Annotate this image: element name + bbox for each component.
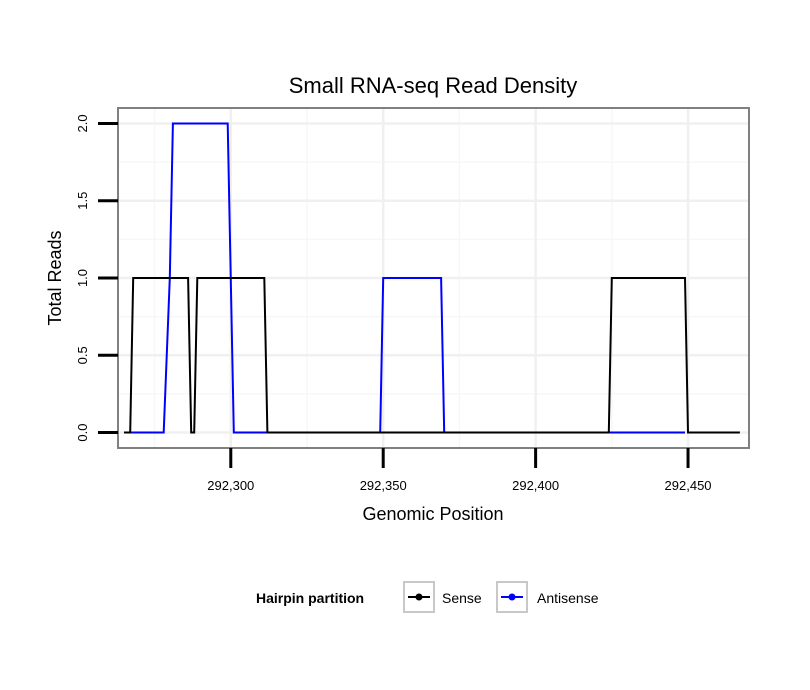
y-tick-label: 1.0 [75,269,90,287]
legend: Hairpin partition Sense Antisense [256,581,599,613]
x-axis-title: Genomic Position [362,504,503,524]
y-tick-label: 0.5 [75,346,90,364]
x-tick-label: 292,450 [665,478,712,493]
legend-label-antisense: Antisense [537,590,599,606]
legend-title: Hairpin partition [256,590,364,606]
x-tick-label: 292,350 [360,478,407,493]
y-tick-label: 2.0 [75,114,90,132]
x-tick-label: 292,400 [512,478,559,493]
axis-ticks: 0.0 0.5 1.0 1.5 2.0 292,300 292,350 292,400 292,… [75,114,712,493]
series-line-sense [124,277,740,434]
y-tick-label: 0.0 [75,424,90,442]
legend-dot-antisense [508,593,516,601]
x-tick-label: 292,300 [207,478,254,493]
legend-label-sense: Sense [442,590,482,606]
chart-title: Small RNA-seq Read Density [289,73,578,98]
series-layer [124,122,740,434]
y-axis-title: Total Reads [45,230,65,325]
legend-dot-sense [415,593,423,601]
y-tick-label: 1.5 [75,192,90,210]
